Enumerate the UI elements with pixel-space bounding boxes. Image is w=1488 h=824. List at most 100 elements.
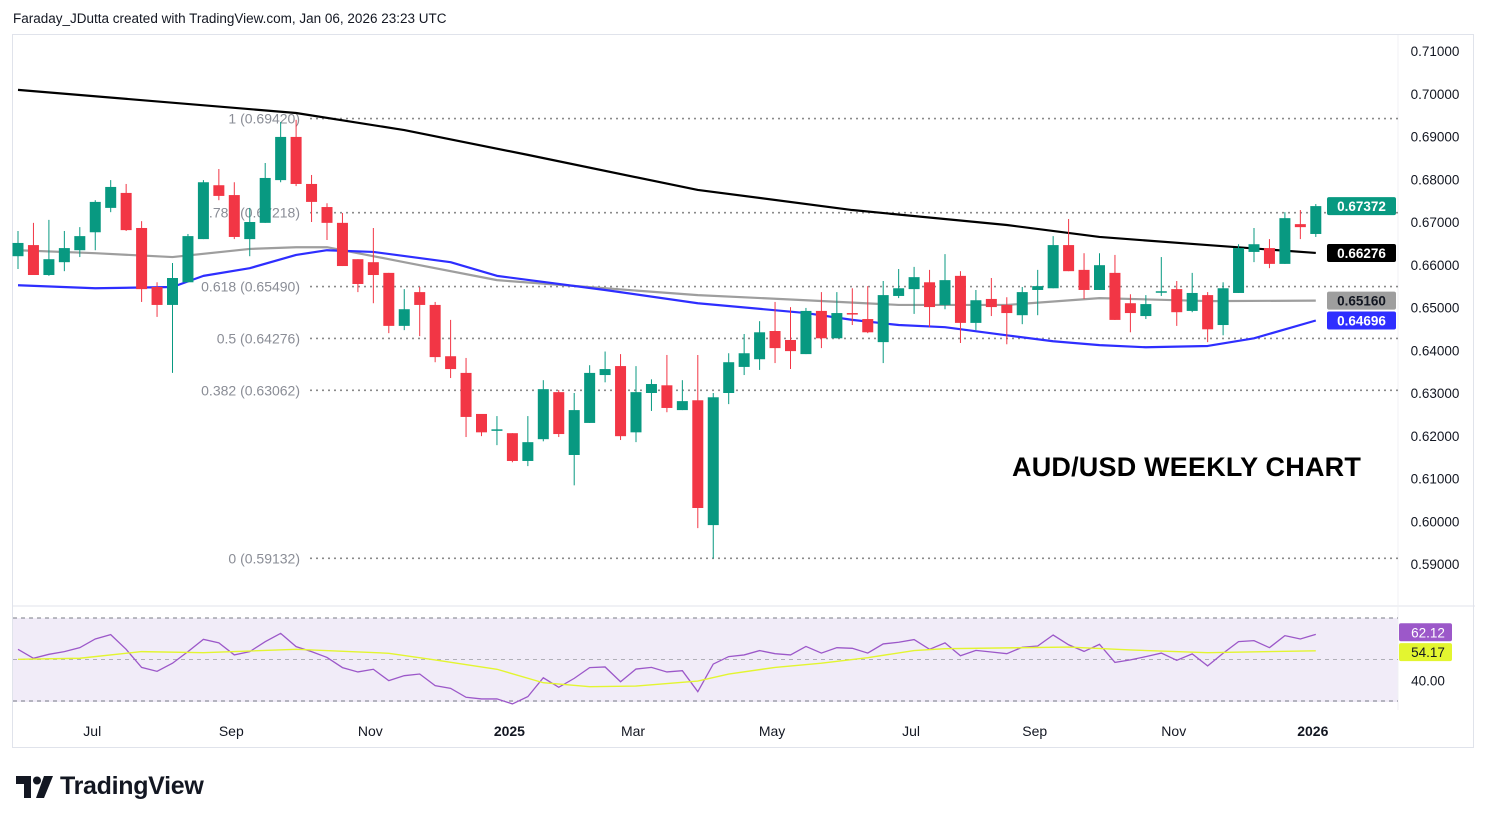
fib-level-label: 1 (0.69420) — [228, 111, 300, 127]
price-axis-label: 0.67000 — [1411, 215, 1460, 230]
candle — [1063, 219, 1075, 272]
rsi-ma-value-badge-bg — [1399, 643, 1452, 662]
ma_short-badge: 0.64696 — [1337, 313, 1386, 328]
ma_long-line — [17, 88, 1316, 255]
candle — [939, 254, 951, 310]
candle — [707, 393, 719, 559]
candle — [275, 121, 287, 183]
candle-body — [954, 275, 966, 323]
fib-level-label: 0.382 (0.63062) — [201, 382, 300, 398]
candle — [815, 292, 827, 349]
fib-level-label: 0.786 (0.67218) — [201, 205, 300, 221]
candle-body — [1063, 245, 1075, 272]
time-axis-label: Nov — [358, 723, 383, 739]
candle-body — [553, 392, 565, 435]
time-axis-label: Nov — [1161, 723, 1186, 739]
candle-body — [615, 366, 627, 437]
candle — [12, 230, 24, 270]
candle — [1171, 280, 1183, 326]
candle — [537, 380, 549, 442]
candle-body — [1279, 218, 1291, 264]
candle-body — [1217, 288, 1229, 326]
price-axis-label: 0.64000 — [1411, 343, 1460, 358]
attribution-text: Faraday_JDutta created with TradingView.… — [13, 11, 447, 26]
candle — [120, 183, 132, 231]
ma_long-badge-bg — [1327, 243, 1396, 262]
candle — [228, 182, 240, 240]
candle-body — [151, 286, 163, 305]
candle — [692, 354, 704, 529]
candle — [661, 354, 673, 413]
candle-body — [584, 372, 596, 423]
candle-body — [970, 300, 982, 323]
candle-body — [1140, 304, 1152, 317]
candle — [862, 286, 874, 334]
candle-body — [877, 295, 889, 343]
candle-body — [815, 310, 827, 339]
candle-body — [1310, 206, 1322, 234]
candle-body — [985, 298, 997, 308]
candle — [43, 219, 55, 276]
candle — [831, 292, 843, 339]
time-axis-label: Sep — [219, 723, 244, 739]
candle — [553, 390, 565, 438]
candle — [445, 319, 457, 379]
candle — [522, 416, 534, 467]
candle-body — [460, 372, 472, 417]
candle-body — [1094, 265, 1105, 290]
price-axis-label: 0.60000 — [1411, 514, 1460, 529]
candle-body — [862, 319, 874, 333]
candle-body — [491, 429, 503, 431]
candle-body — [244, 222, 256, 240]
candle — [1109, 254, 1121, 320]
candle — [213, 168, 225, 201]
ma_long-badge: 0.66276 — [1337, 246, 1386, 261]
candle-body — [1248, 244, 1260, 252]
candle-body — [1001, 304, 1013, 314]
candle — [769, 301, 781, 364]
candle — [676, 380, 688, 411]
candle — [151, 282, 163, 317]
candle — [1217, 282, 1229, 336]
candle — [1248, 227, 1260, 263]
candle-body — [1155, 291, 1167, 293]
candle — [167, 263, 178, 373]
tradingview-logo-icon — [16, 775, 53, 798]
candle — [58, 230, 70, 272]
candle — [645, 379, 657, 411]
candle-body — [429, 304, 441, 358]
ma_short-badge-bg — [1327, 311, 1396, 330]
ma_short-line — [17, 249, 1317, 349]
candle-body — [676, 401, 688, 411]
candle — [136, 221, 148, 302]
candle — [336, 213, 348, 267]
candle-body — [228, 195, 240, 237]
candle-body — [661, 385, 673, 408]
price-axis-label: 0.59000 — [1411, 557, 1460, 572]
candle-body — [846, 313, 858, 315]
candle-body — [1186, 292, 1198, 311]
candle — [290, 119, 302, 187]
candle — [1124, 294, 1136, 333]
candle — [1155, 257, 1167, 296]
candle — [74, 227, 86, 258]
candle-body — [1032, 286, 1044, 290]
candle — [723, 353, 735, 405]
candle — [429, 301, 441, 363]
candle-body — [1263, 248, 1275, 264]
tradingview-logo[interactable]: TradingView — [16, 772, 204, 801]
candle-body — [908, 277, 920, 290]
candle — [970, 289, 982, 331]
time-axis-label: 2025 — [494, 723, 525, 739]
candle-body — [754, 332, 766, 360]
candle — [1186, 272, 1198, 313]
candle-body — [1294, 224, 1306, 228]
candle — [414, 286, 426, 337]
candle-body — [275, 136, 287, 181]
candle-body — [522, 442, 534, 461]
candle-body — [167, 278, 178, 305]
candle-body — [74, 236, 86, 251]
candle — [1233, 244, 1245, 293]
candle — [1310, 204, 1322, 237]
